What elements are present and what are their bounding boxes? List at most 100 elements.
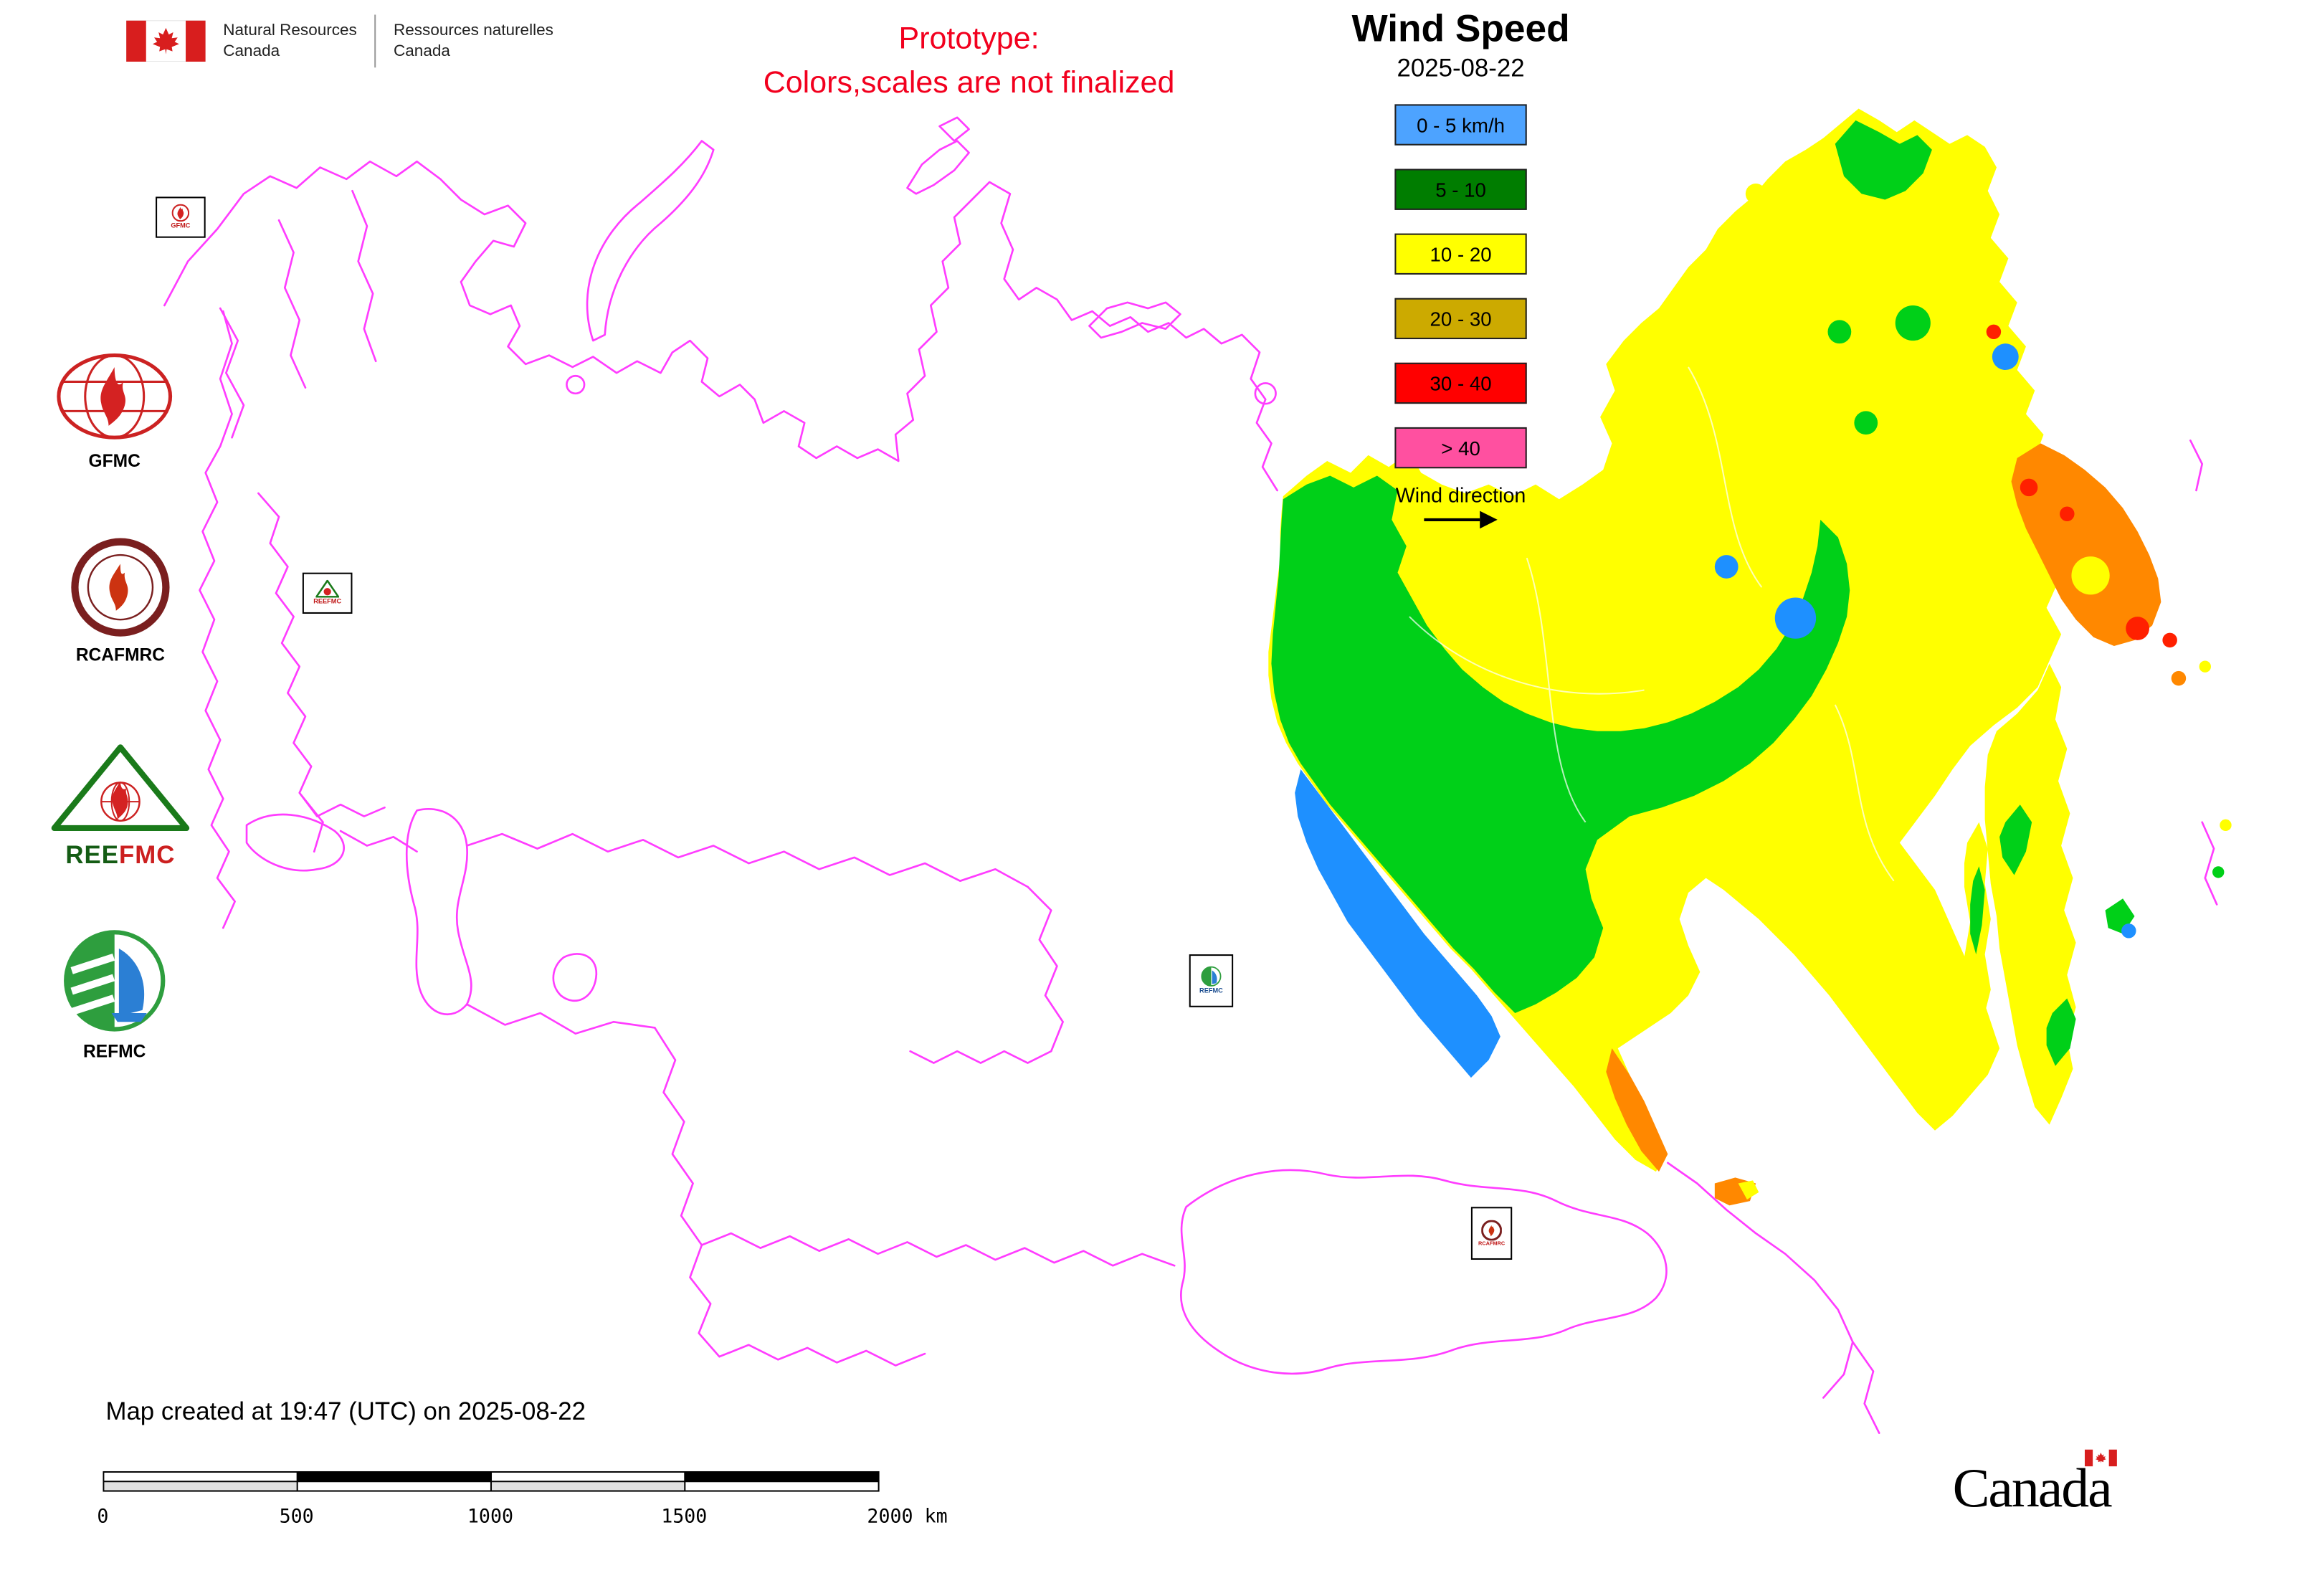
admin-line xyxy=(1834,704,1895,882)
reefmc-wordmark-left: REE xyxy=(65,841,119,870)
red-patch xyxy=(1986,324,2002,340)
border-caucasus xyxy=(339,830,418,853)
yellow-island xyxy=(2220,819,2232,832)
legend-item-30-40: 30 - 40 xyxy=(1394,362,1527,404)
nrcan-fr-line1: Ressources naturelles xyxy=(394,22,553,39)
canada-wordmark-text: Canada xyxy=(1952,1458,2113,1520)
legend-item-5-10: 5 - 10 xyxy=(1394,168,1527,210)
novaya-zemlya xyxy=(586,140,715,342)
admin-line xyxy=(1526,557,1587,823)
org-gfmc-label: GFMC xyxy=(88,450,141,472)
orange-patch xyxy=(2171,670,2187,686)
legend-date: 2025-08-22 xyxy=(1397,54,1525,82)
map-marker-gfmc[interactable]: GFMC xyxy=(156,196,206,238)
green-patch xyxy=(1854,411,1878,435)
map-marker-reefmc[interactable]: REEFMC xyxy=(302,572,353,614)
scale-tick: 500 xyxy=(279,1506,314,1529)
nrcan-en-line2: Canada xyxy=(223,42,280,60)
green-patch xyxy=(1827,320,1852,344)
border-yellow-patch xyxy=(1738,1180,1759,1200)
scale-tick: 2000 km xyxy=(867,1506,948,1529)
prototype-line1: Prototype: xyxy=(898,22,1040,56)
canada-flag-icon xyxy=(126,20,206,62)
map-marker-refmc[interactable]: REFMC xyxy=(1189,954,1234,1007)
nrcan-fr-line2: Canada xyxy=(394,42,450,60)
nrcan-text-en: Natural Resources Canada xyxy=(223,20,357,62)
gfmc-marker-icon xyxy=(171,204,190,222)
canada-wordmark-flag-icon xyxy=(2084,1449,2117,1467)
blue-patch xyxy=(2121,923,2136,939)
new-siberian-islands xyxy=(1088,301,1181,339)
reefmc-marker-icon xyxy=(315,580,340,598)
kamchatka-green-patch xyxy=(2046,998,2076,1066)
blue-patch xyxy=(1774,597,1817,639)
country-borders xyxy=(163,116,2218,1434)
legend-item-40-plus: > 40 xyxy=(1394,427,1527,469)
wind-direction-block: Wind direction xyxy=(1396,483,1526,531)
map-created-note: Map created at 19:47 (UTC) on 2025-08-22 xyxy=(105,1397,586,1426)
border-west-russia xyxy=(199,310,236,929)
region-orange-tip xyxy=(1606,1048,1668,1172)
org-refmc: REFMC xyxy=(50,928,179,1062)
blue-patch xyxy=(1714,555,1739,579)
border-amur xyxy=(1666,1162,1880,1434)
scale-bar: 0 500 1000 1500 2000 km xyxy=(97,1471,1042,1530)
rcafmrc-logo-icon xyxy=(71,538,170,637)
org-rcafmrc: RCAFMRC xyxy=(56,537,185,665)
admin-line xyxy=(1688,366,1763,588)
red-patch xyxy=(2126,617,2149,640)
border-scandinavia-inner xyxy=(219,189,377,439)
blue-patch xyxy=(1992,343,2019,371)
org-refmc-label: REFMC xyxy=(83,1040,146,1062)
refmc-marker-label: REFMC xyxy=(1199,987,1223,994)
org-reefmc: REEFMC xyxy=(38,743,202,870)
prototype-line2: Colors,scales are not finalized xyxy=(763,67,1175,101)
nrcan-text-fr: Ressources naturelles Canada xyxy=(394,20,553,62)
scale-tick: 1500 xyxy=(661,1506,708,1529)
border-central-asia xyxy=(653,1027,926,1367)
refmc-logo-icon xyxy=(64,930,166,1032)
region-orange-koryak xyxy=(2011,443,2161,647)
kamchatka-yellow xyxy=(1984,663,2076,1125)
kolguev-island xyxy=(566,374,586,395)
yellow-island xyxy=(2199,660,2211,673)
legend-panel: Wind Speed 2025-08-22 0 - 5 km/h 5 - 10 … xyxy=(1330,6,1592,530)
gfmc-logo-icon xyxy=(57,353,173,440)
border-east-europe xyxy=(257,492,386,853)
kamchatka-green-patch xyxy=(1999,804,2032,875)
red-patch xyxy=(2060,506,2075,521)
caspian-sea xyxy=(405,808,472,1016)
aral-sea xyxy=(552,953,598,1002)
admin-line xyxy=(1409,616,1645,695)
wind-direction-label: Wind direction xyxy=(1395,483,1526,507)
black-sea xyxy=(245,813,345,872)
legend-title: Wind Speed xyxy=(1351,6,1570,50)
legend-item-20-30: 20 - 30 xyxy=(1394,298,1527,340)
reefmc-wordmark-right: FMC xyxy=(118,841,176,870)
border-kazakh-east xyxy=(465,885,1064,1064)
nrcan-divider xyxy=(374,14,376,68)
yellow-island xyxy=(1745,183,1766,204)
canada-wordmark: Canada xyxy=(1952,1449,2117,1521)
map-marker-rcafmrc[interactable]: RCAFMRC xyxy=(1470,1207,1513,1260)
wrangel-island xyxy=(1254,382,1277,405)
red-patch xyxy=(2020,478,2038,497)
arctic-green-patch xyxy=(1835,120,1932,200)
sakhalin-green-sliver xyxy=(1970,866,1985,955)
scale-tick: 1000 xyxy=(467,1506,514,1529)
refmc-marker-icon xyxy=(1201,966,1222,987)
legend-swatches: 0 - 5 km/h 5 - 10 10 - 20 20 - 30 30 - 4… xyxy=(1394,104,1527,469)
admin-lines xyxy=(1409,366,1895,882)
rcafmrc-marker-icon xyxy=(1481,1220,1502,1240)
koryak-yellow-hole xyxy=(2071,556,2110,595)
reefmc-marker-label: REEFMC xyxy=(313,597,342,606)
scale-bar-graphic xyxy=(103,1471,880,1492)
severnaya-zemlya xyxy=(906,116,970,195)
border-kazakh-north xyxy=(465,832,1029,888)
prototype-notice: Prototype: Colors,scales are not finaliz… xyxy=(587,18,1351,108)
scale-bar-ticks: 0 500 1000 1500 2000 km xyxy=(97,1506,1042,1530)
green-patch xyxy=(1895,305,1931,341)
red-patch xyxy=(2162,632,2177,648)
